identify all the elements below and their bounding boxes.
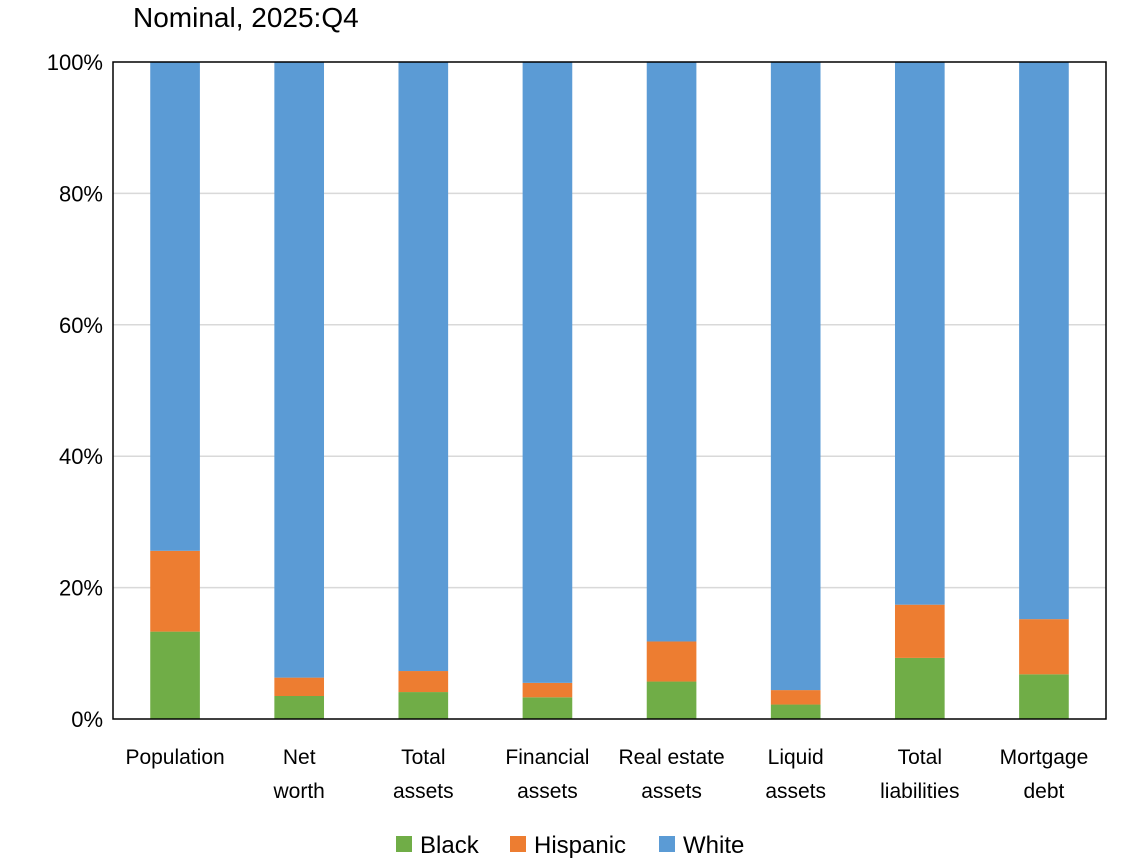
bar-segment-hispanic — [1019, 619, 1069, 675]
y-tick-label: 60% — [59, 313, 103, 338]
bar-segment-white — [522, 62, 573, 683]
bar-segment-black — [274, 696, 325, 719]
x-tick-label: liabilities — [880, 780, 959, 803]
bar-segment-white — [770, 62, 821, 691]
x-tick-label: Real estate — [618, 746, 724, 769]
x-tick-label: Liquid — [768, 746, 824, 769]
x-tick-label: Population — [125, 746, 224, 769]
x-tick-label: Mortgage — [1000, 746, 1089, 769]
x-tick-label: debt — [1024, 780, 1065, 803]
bar-segment-black — [522, 697, 573, 719]
bar-segment-black — [398, 692, 449, 719]
bars — [150, 62, 1069, 719]
bar-segment-black — [1019, 674, 1069, 719]
legend-label-black: Black — [420, 832, 480, 859]
x-tick-label: assets — [641, 780, 702, 803]
bar-segment-hispanic — [770, 690, 821, 705]
bar-segment-black — [894, 657, 945, 719]
chart-title: Nominal, 2025:Q4 — [133, 2, 359, 33]
y-tick-label: 40% — [59, 444, 103, 469]
bar-segment-black — [770, 704, 821, 719]
bar-segment-hispanic — [646, 641, 697, 682]
plot-area-border — [112, 61, 1107, 720]
x-tick-label: assets — [517, 780, 578, 803]
y-tick-label: 20% — [59, 576, 103, 601]
x-tick-label: Total — [401, 746, 445, 769]
bar-segment-white — [894, 62, 945, 605]
gridlines — [113, 192, 1106, 589]
bar-segment-white — [398, 62, 449, 672]
x-tick-label: Financial — [505, 746, 589, 769]
bar-segment-white — [646, 62, 697, 642]
legend-swatch-black — [396, 836, 412, 852]
x-axis-labels: Population Net worth Total assets Financial as… — [125, 746, 1088, 803]
bar-segment-black — [646, 681, 697, 719]
legend-swatch-white — [659, 836, 675, 852]
bar-segment-hispanic — [894, 604, 945, 658]
legend-swatch-hispanic — [510, 836, 526, 852]
bar-segment-hispanic — [150, 550, 200, 632]
bar-segment-white — [274, 62, 325, 678]
x-tick-label: Net — [283, 746, 316, 769]
x-tick-label: assets — [393, 780, 454, 803]
legend-label-hispanic: Hispanic — [534, 832, 626, 859]
bar-segment-hispanic — [274, 677, 325, 697]
legend: Black Hispanic White — [396, 832, 744, 859]
bar-segment-hispanic — [398, 671, 449, 693]
x-tick-label: assets — [765, 780, 826, 803]
x-tick-label: Total — [898, 746, 942, 769]
bar-segment-white — [150, 62, 200, 551]
legend-label-white: White — [683, 832, 744, 859]
y-axis-ticks: 0% 20% 40% 60% 80% 100% — [47, 50, 103, 732]
x-tick-label: worth — [273, 780, 325, 803]
y-tick-label: 80% — [59, 181, 103, 206]
bar-segment-hispanic — [522, 682, 573, 698]
y-tick-label: 100% — [47, 50, 103, 75]
bar-segment-black — [150, 631, 200, 719]
bar-segment-white — [1019, 62, 1069, 620]
y-tick-label: 0% — [71, 707, 103, 732]
